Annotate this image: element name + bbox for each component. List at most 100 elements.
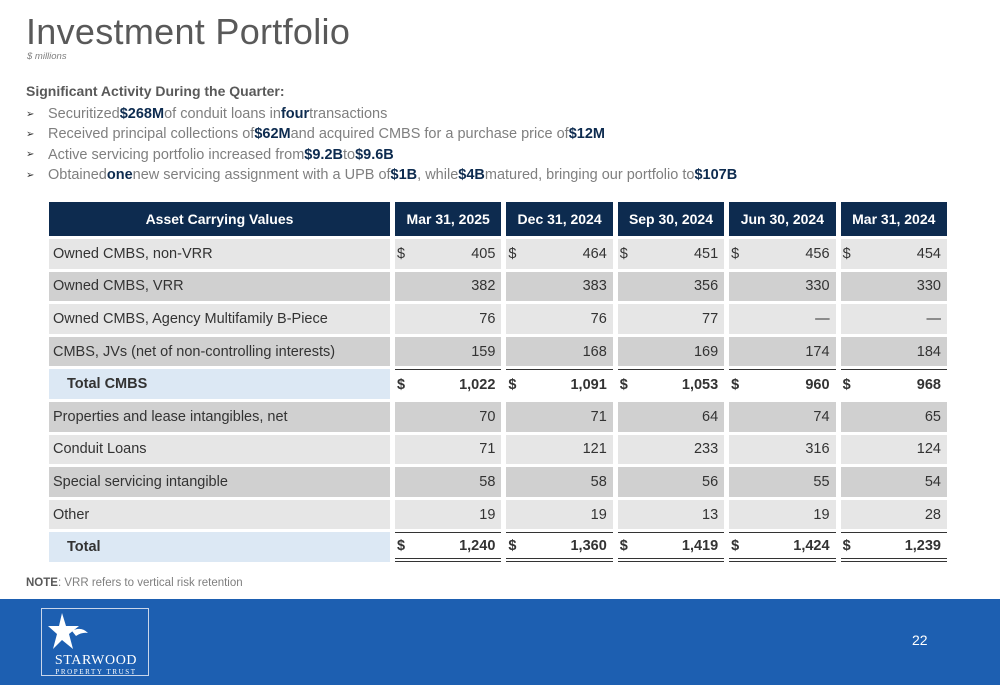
currency-symbol: $ [508,245,517,262]
cell-value: 1,360 [570,537,607,554]
value-cell: $1,360 [506,532,613,562]
bullet-highlight: $9.2B [304,146,343,163]
currency-symbol: $ [731,537,740,554]
currency-symbol: $ [842,376,851,393]
value-wrapper: 64 [618,409,718,425]
header-period: Mar 31, 2025 [395,202,502,236]
value-wrapper: 76 [395,311,495,327]
activity-bullet: ➢ Obtained one new servicing assignment w… [26,165,737,185]
currency-symbol: $ [397,376,406,393]
table-row: Owned CMBS, Agency Multifamily B-Piece 76… [49,304,947,334]
value-cell: 19 [729,499,836,530]
value-cell: 76 [506,304,613,334]
activity-heading: Significant Activity During the Quarter: [26,83,285,99]
currency-symbol: $ [508,537,517,554]
row-label: Properties and lease intangibles, net [49,401,390,432]
activity-bullet-list: ➢ Securitized $268M of conduit loans in f… [26,104,737,185]
value-wrapper: — [841,311,942,327]
value-wrapper: 65 [841,409,941,425]
cell-value: 968 [916,376,941,393]
cell-value: 316 [805,441,830,458]
cell-value: 454 [916,245,941,262]
cell-value: 13 [702,506,719,523]
value-wrapper: 70 [395,409,495,425]
cell-value: 71 [590,408,607,425]
value-cell: 76 [395,304,502,334]
header-asset-carrying-values: Asset Carrying Values [49,202,390,236]
value-cell: 54 [840,467,947,497]
value-cell: 383 [506,271,613,302]
bullet-highlight: $1B [390,167,418,184]
cell-value: 54 [924,473,941,490]
value-cell: 56 [617,467,725,497]
value-wrapper: $464 [506,246,606,262]
cell-value: 330 [805,278,830,295]
header-period: Mar 31, 2024 [840,202,947,236]
value-cell: $1,091 [506,369,613,399]
row-label: Owned CMBS, Agency Multifamily B-Piece [49,304,390,334]
currency-symbol: $ [619,376,628,393]
currency-symbol: $ [842,245,851,262]
bullet-text: transactions [309,106,388,123]
value-wrapper: 168 [506,344,607,360]
cell-value: 960 [805,376,830,393]
value-cell: — [729,304,836,334]
row-label: CMBS, JVs (net of non-controlling intere… [49,336,390,367]
table-row: Special servicing intangible 58 58 56 55 54 [49,467,947,497]
bullet-highlight: $12M [568,126,605,143]
value-cell: 28 [840,499,947,530]
header-period: Jun 30, 2024 [729,202,836,236]
value-wrapper: $1,240 [395,538,495,554]
value-wrapper: 330 [841,278,941,294]
footer-band: STARWOOD PROPERTY TRUST 22 [0,599,1000,685]
value-wrapper: 316 [729,441,829,457]
value-wrapper: 19 [395,507,495,523]
value-cell: 330 [729,271,836,302]
value-wrapper: $1,419 [618,538,718,554]
value-cell: 174 [729,336,836,367]
cell-value: 55 [813,473,830,490]
bullet-arrow-icon: ➢ [26,128,35,140]
bullet-arrow-icon: ➢ [26,149,35,161]
value-wrapper: $1,360 [506,538,606,554]
value-wrapper: $1,239 [841,538,941,554]
page-title: Investment Portfolio [26,11,351,52]
table-row: Conduit Loans 71 121 233 316 124 [49,434,947,465]
value-cell: 356 [617,271,725,302]
value-cell: $1,053 [617,369,725,399]
value-wrapper: 121 [506,441,607,458]
cell-value: 77 [702,310,719,327]
value-wrapper: 58 [506,474,607,490]
currency-symbol: $ [731,376,740,393]
value-wrapper: 174 [729,344,829,360]
footnote: NOTE: VRR refers to vertical risk retent… [26,577,243,589]
header-period: Dec 31, 2024 [506,202,613,236]
cell-value: 71 [479,441,496,458]
value-cell: $464 [506,239,613,269]
page-number: 22 [912,632,928,648]
cell-value: 121 [582,441,607,458]
activity-bullet: ➢ Active servicing portfolio increased fr… [26,145,737,165]
value-wrapper: $451 [618,246,718,262]
cell-value: 124 [916,441,941,458]
cell-value: 1,239 [904,537,941,554]
row-label: Total CMBS [49,369,390,399]
table-row: Total $1,240 $1,360 $1,419 $1,424 $1,239 [49,532,947,562]
value-wrapper: 19 [729,507,829,523]
table-row: Owned CMBS, VRR 382 383 356 330 330 [49,271,947,302]
value-cell: 184 [840,336,947,367]
value-cell: 19 [395,499,502,530]
value-wrapper: 13 [618,507,718,523]
value-wrapper: 55 [729,474,829,490]
cell-value: 1,419 [681,537,719,554]
bullet-text: matured, bringing our portfolio to [484,167,695,184]
value-cell: 58 [506,467,613,497]
value-cell: 233 [617,434,725,465]
cell-value: — [815,310,830,327]
value-cell: $1,419 [617,532,725,562]
bullet-highlight: $4B [458,167,485,184]
value-cell: $451 [617,239,725,269]
value-cell: 19 [506,499,613,530]
currency-symbol: $ [397,537,406,554]
value-wrapper: $968 [841,377,941,393]
